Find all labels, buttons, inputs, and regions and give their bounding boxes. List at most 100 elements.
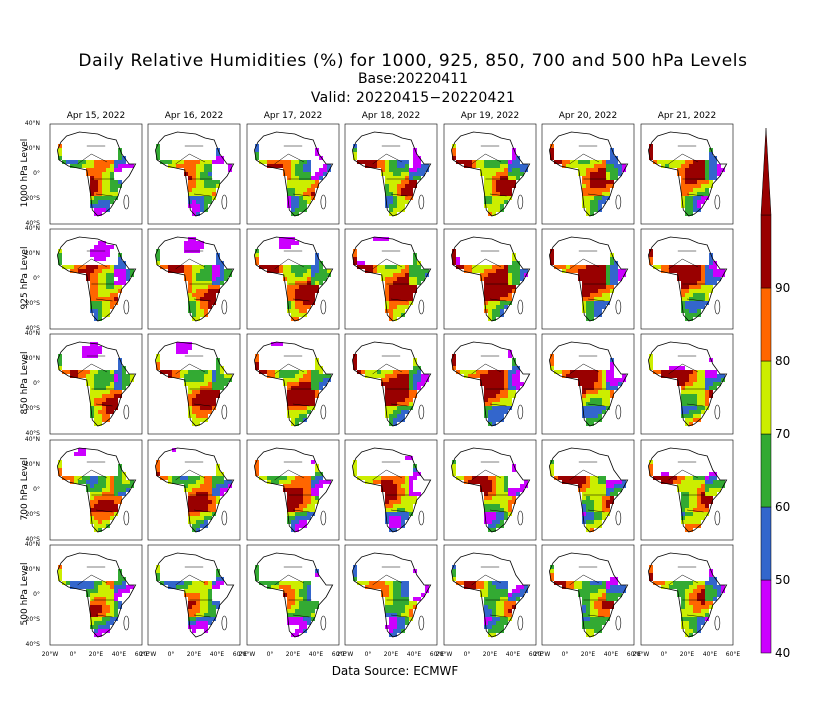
humidity-cell — [582, 593, 586, 597]
humidity-panel — [147, 228, 241, 330]
humidity-cell — [512, 382, 516, 386]
humidity-cell — [106, 625, 110, 629]
humidity-cell — [590, 196, 594, 200]
humidity-cell — [598, 382, 602, 386]
humidity-cell — [224, 382, 228, 386]
humidity-cell — [204, 593, 208, 597]
humidity-cell — [488, 285, 492, 289]
humidity-cell — [582, 390, 586, 394]
humidity-cell — [421, 277, 425, 281]
humidity-cell — [697, 293, 701, 297]
humidity-panel — [344, 439, 438, 541]
humidity-cell — [405, 516, 409, 520]
humidity-cell — [216, 180, 220, 184]
humidity-cell — [562, 160, 566, 164]
humidity-cell — [188, 617, 192, 621]
humidity-cell — [255, 573, 259, 577]
humidity-cell — [196, 585, 200, 589]
humidity-cell — [566, 160, 570, 164]
humidity-cell — [550, 354, 554, 358]
humidity-cell — [413, 492, 417, 496]
humidity-cell — [693, 605, 697, 609]
humidity-cell — [574, 476, 578, 480]
humidity-cell — [602, 406, 606, 410]
humidity-cell — [385, 285, 389, 289]
humidity-cell — [697, 476, 701, 480]
humidity-cell — [228, 269, 232, 273]
humidity-cell — [102, 160, 106, 164]
humidity-cell — [496, 476, 500, 480]
humidity-cell — [665, 480, 669, 484]
humidity-cell — [496, 204, 500, 208]
humidity-cell — [452, 366, 456, 370]
humidity-cell — [156, 257, 160, 261]
humidity-cell — [212, 488, 216, 492]
humidity-cell — [94, 172, 98, 176]
humidity-cell — [397, 208, 401, 212]
humidity-cell — [685, 406, 689, 410]
country-border — [668, 258, 683, 270]
humidity-cell — [685, 265, 689, 269]
humidity-cell — [106, 406, 110, 410]
humidity-cell — [717, 164, 721, 168]
humidity-cell — [184, 164, 188, 168]
humidity-cell — [464, 480, 468, 484]
humidity-cell — [508, 492, 512, 496]
humidity-cell — [578, 370, 582, 374]
humidity-panel — [344, 333, 438, 435]
humidity-cell — [397, 597, 401, 601]
humidity-cell — [578, 172, 582, 176]
humidity-cell — [295, 394, 299, 398]
humidity-cell — [196, 402, 200, 406]
humidity-cell — [70, 480, 74, 484]
humidity-cell — [693, 386, 697, 390]
humidity-cell — [689, 273, 693, 277]
humidity-cell — [389, 406, 393, 410]
latitude-tick-label: 40°N — [24, 120, 40, 127]
humidity-cell — [255, 472, 259, 476]
humidity-cell — [381, 160, 385, 164]
humidity-cell — [590, 277, 594, 281]
humidity-cell — [295, 524, 299, 528]
humidity-cell — [582, 277, 586, 281]
humidity-cell — [452, 144, 456, 148]
latitude-tick-label: 0° — [33, 380, 40, 387]
humidity-cell — [208, 617, 212, 621]
humidity-cell — [188, 382, 192, 386]
humidity-cell — [586, 605, 590, 609]
humidity-cell — [586, 386, 590, 390]
humidity-cell — [480, 277, 484, 281]
humidity-cell — [586, 265, 590, 269]
humidity-cell — [255, 464, 259, 468]
humidity-cell — [586, 504, 590, 508]
country-border — [292, 403, 310, 407]
humidity-cell — [610, 184, 614, 188]
humidity-cell — [594, 293, 598, 297]
humidity-cell — [508, 370, 512, 374]
humidity-cell — [196, 589, 200, 593]
humidity-cell — [681, 589, 685, 593]
humidity-cell — [361, 261, 365, 265]
country-border — [288, 574, 305, 584]
humidity-cell — [693, 480, 697, 484]
humidity-cell — [393, 585, 397, 589]
humidity-cell — [377, 585, 381, 589]
humidity-cell — [176, 480, 180, 484]
country-border — [390, 403, 408, 407]
humidity-cell — [192, 500, 196, 504]
humidity-cell — [488, 309, 492, 313]
humidity-cell — [606, 281, 610, 285]
humidity-cell — [287, 382, 291, 386]
humidity-cell — [393, 172, 397, 176]
humidity-cell — [484, 621, 488, 625]
humidity-cell — [393, 613, 397, 617]
humidity-cell — [66, 160, 70, 164]
humidity-cell — [98, 164, 102, 168]
humidity-cell — [299, 374, 303, 378]
humidity-cell — [373, 237, 377, 241]
country-border — [386, 258, 403, 268]
humidity-cell — [488, 585, 492, 589]
humidity-cell — [393, 629, 397, 633]
humidity-cell — [452, 249, 456, 253]
